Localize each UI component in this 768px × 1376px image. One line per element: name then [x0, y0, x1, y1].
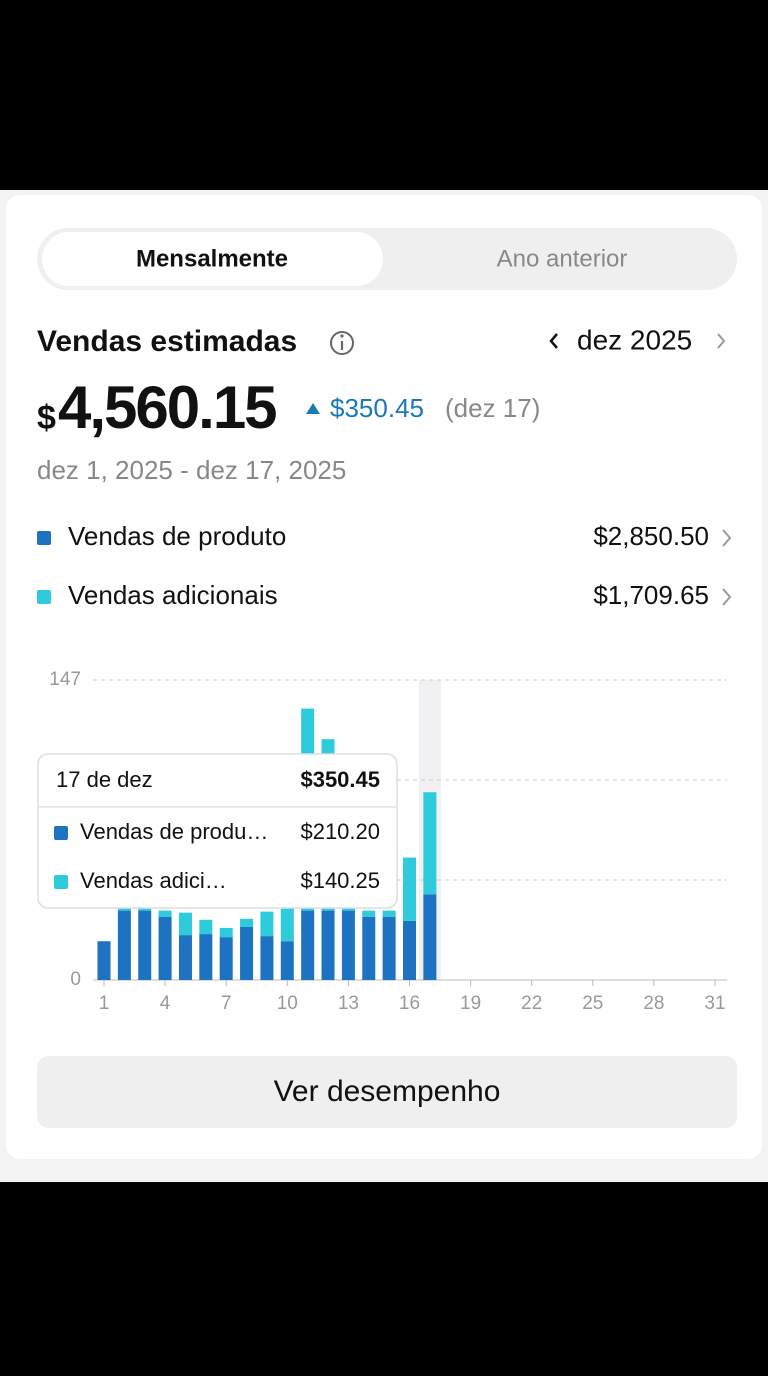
section-title: Vendas estimadas	[37, 325, 297, 358]
info-icon[interactable]	[330, 331, 354, 355]
total-amount: 4,560.15	[58, 374, 276, 441]
bar-segment	[219, 937, 233, 980]
x-tick-label: 1	[99, 993, 110, 1014]
bar-segment	[403, 857, 416, 921]
tooltip-swatch	[54, 826, 68, 840]
legend-swatch	[37, 590, 51, 604]
x-tick-label: 25	[582, 993, 603, 1014]
legend-total: $2,850.50	[593, 521, 709, 551]
y-tick-label: 0	[70, 969, 81, 990]
bar-segment	[178, 935, 192, 980]
x-tick-label: 4	[160, 993, 171, 1014]
bar-segment	[199, 919, 213, 935]
active-tab[interactable]	[42, 232, 383, 286]
bar-segment	[178, 912, 192, 936]
legend-name: Vendas de produto	[68, 521, 286, 551]
tab[interactable]: Mensalmente	[136, 245, 288, 272]
tooltip-name: Vendas de produ…	[80, 819, 268, 844]
tooltip-total: $350.45	[300, 767, 380, 792]
bar-segment	[341, 910, 355, 980]
button-label[interactable]: Ver desempenho	[274, 1075, 501, 1108]
x-tick-label: 22	[521, 993, 542, 1014]
x-tick-label: 19	[460, 993, 481, 1014]
change-note: (dez 17)	[445, 393, 540, 423]
bar-segment	[362, 916, 376, 980]
legend-total: $1,709.65	[593, 580, 709, 610]
tab[interactable]: Ano anterior	[497, 245, 628, 272]
legend-swatch	[37, 531, 51, 545]
bar-segment	[423, 792, 437, 895]
bar-segment	[117, 910, 131, 980]
bar-segment	[321, 910, 335, 980]
x-tick-label: 31	[704, 993, 725, 1014]
bar-segment	[158, 910, 172, 917]
bar-segment	[97, 941, 111, 980]
tooltip-title: 17 de dez	[56, 767, 153, 792]
tooltip-swatch	[54, 875, 68, 889]
bar-segment	[240, 926, 254, 980]
tooltip-name: Vendas adici…	[80, 868, 227, 893]
bar-segment	[423, 894, 437, 980]
bar-segment	[403, 920, 416, 980]
next-month[interactable]	[717, 333, 726, 349]
tooltip-value: $210.20	[300, 819, 380, 844]
bar-segment	[219, 927, 233, 938]
y-tick-label: 147	[49, 669, 81, 690]
bar-segment	[260, 911, 274, 937]
prev-month[interactable]	[549, 333, 558, 349]
bar-segment	[362, 910, 376, 917]
x-tick-label: 7	[221, 993, 232, 1014]
bar-segment	[280, 941, 294, 980]
tooltip-box	[37, 753, 398, 909]
x-tick-label: 16	[399, 993, 420, 1014]
row-chevron[interactable]	[722, 529, 732, 547]
x-tick-label: 28	[643, 993, 664, 1014]
legend-name: Vendas adicionais	[68, 580, 278, 610]
bar-segment	[280, 900, 294, 942]
bar-segment	[260, 936, 274, 980]
up-arrow	[306, 403, 320, 414]
bar-segment	[138, 910, 152, 980]
bar-segment	[158, 916, 172, 980]
row-chevron[interactable]	[722, 588, 732, 606]
bar-segment	[382, 910, 396, 917]
bar-segment	[301, 910, 315, 980]
x-tick-label: 10	[277, 993, 298, 1014]
bar-segment	[382, 916, 396, 980]
card	[6, 195, 762, 1159]
bar-segment	[240, 918, 254, 927]
tooltip-value: $140.25	[300, 868, 380, 893]
date-range: dez 1, 2025 - dez 17, 2025	[37, 455, 346, 485]
month-label: dez 2025	[577, 324, 692, 355]
bar-segment	[199, 934, 213, 980]
tooltip: 17 de dez $350.45 Vendas de produ… $210.20 V…	[37, 753, 398, 909]
change: $350.45	[330, 393, 424, 423]
button[interactable]	[37, 1056, 737, 1128]
currency: $	[37, 399, 56, 437]
x-tick-label: 13	[338, 993, 359, 1014]
